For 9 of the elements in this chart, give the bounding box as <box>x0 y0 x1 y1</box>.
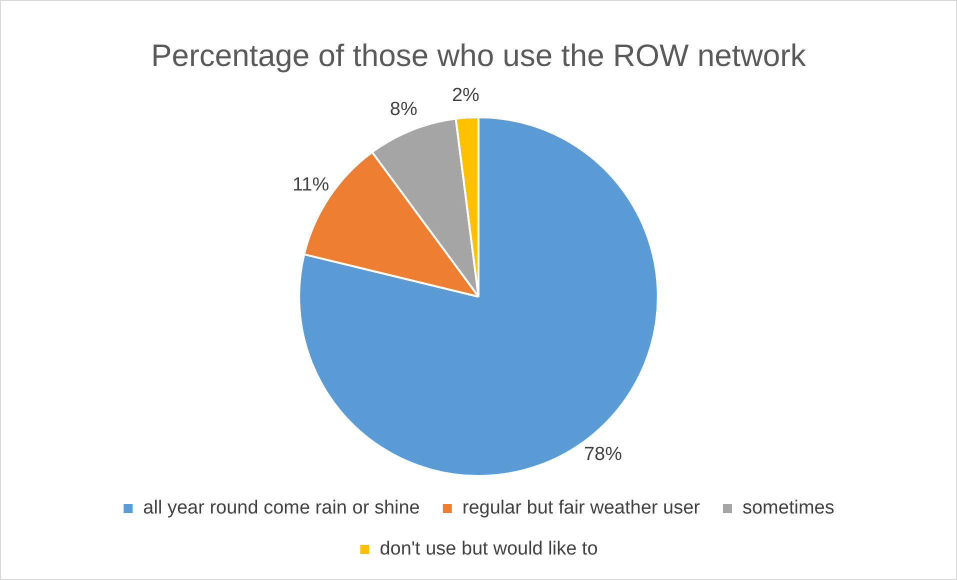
legend-label: don't use but would like to <box>380 538 598 560</box>
legend-label: sometimes <box>742 498 834 519</box>
legend-label: all year round come rain or shine <box>143 498 420 519</box>
data-label: 2% <box>452 84 480 106</box>
data-label: 11% <box>292 174 330 196</box>
chart-title: Percentage of those who use the ROW network <box>151 38 806 74</box>
data-label: 8% <box>390 98 418 120</box>
legend-label: regular but fair weather user <box>462 498 701 519</box>
data-label: 78% <box>584 444 622 466</box>
